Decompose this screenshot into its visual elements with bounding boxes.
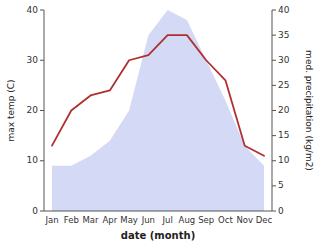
y2-tick (272, 110, 276, 111)
y-tick-label: 40 (27, 5, 39, 15)
x-tick-label: Dec (256, 215, 273, 225)
x-tick-label: Aug (179, 215, 196, 225)
x-tick-label: Jan (44, 215, 58, 225)
y-tick (40, 10, 44, 11)
x-tick-label: Nov (236, 215, 253, 225)
x-tick-label: Jul (162, 215, 173, 225)
y-tick-label: 0 (32, 206, 38, 216)
y-tick (40, 160, 44, 161)
y2-tick (272, 135, 276, 136)
y2-tick-label: 35 (278, 30, 289, 40)
x-tick-label: Sep (198, 215, 214, 225)
y2-tick (272, 211, 276, 212)
y2-tick (272, 10, 276, 11)
x-tick-label: Mar (83, 215, 100, 225)
y2-tick (272, 185, 276, 186)
x-tick-label: Oct (218, 215, 233, 225)
y2-tick-label: 30 (278, 55, 290, 65)
y-axis-label: max temp (C) (6, 79, 16, 141)
y2-tick-label: 15 (278, 130, 289, 140)
y2-tick-label: 5 (278, 180, 284, 190)
plot-area (52, 10, 264, 211)
y2-tick (272, 85, 276, 86)
chart: 0 10 20 30 40 0 5 10 15 20 25 30 35 40 Jan Feb MarAprMay… (0, 0, 318, 247)
y-tick-label: 10 (27, 155, 39, 165)
y2-tick-label: 20 (278, 105, 290, 115)
y2-tick-label: 40 (278, 5, 290, 15)
x-tick-label: Apr (102, 215, 117, 225)
x-tick-label: May (120, 215, 138, 225)
y2-axis-label: med. precipitation (kg/m2) (304, 50, 314, 171)
line (52, 35, 264, 156)
y-tick-label: 20 (27, 105, 39, 115)
x-tick-label: Jun (141, 215, 155, 225)
y-tick (40, 60, 44, 61)
y2-tick (272, 60, 276, 61)
x-tick-label: Feb (64, 215, 79, 225)
y2-tick-label: 10 (278, 155, 290, 165)
y-tick (40, 110, 44, 111)
y2-tick (272, 160, 276, 161)
y2-tick (272, 35, 276, 36)
y2-tick-label: 0 (278, 206, 284, 216)
x-axis (44, 211, 272, 212)
area (52, 10, 264, 211)
y-tick-label: 30 (27, 55, 39, 65)
y2-tick-label: 25 (278, 80, 289, 90)
y-tick (40, 211, 44, 212)
x-axis-label: date (month) (121, 230, 195, 241)
